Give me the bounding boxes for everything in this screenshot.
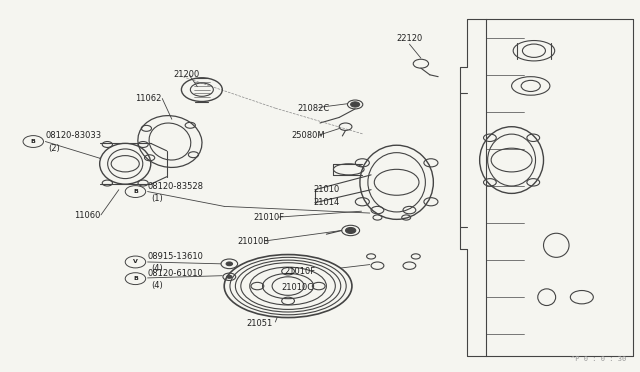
Text: 08915-13610: 08915-13610 bbox=[148, 252, 204, 261]
Text: 21051: 21051 bbox=[246, 319, 273, 328]
Text: 11062: 11062 bbox=[135, 94, 161, 103]
Circle shape bbox=[351, 102, 360, 107]
Ellipse shape bbox=[224, 254, 352, 318]
Text: (1): (1) bbox=[151, 194, 163, 203]
Text: 21082C: 21082C bbox=[298, 104, 330, 113]
Text: 21010B: 21010B bbox=[237, 237, 269, 246]
Text: 21014: 21014 bbox=[314, 198, 340, 207]
Text: B: B bbox=[31, 139, 36, 144]
Text: 08120-61010: 08120-61010 bbox=[148, 269, 204, 278]
Text: 08120-83528: 08120-83528 bbox=[148, 182, 204, 190]
Circle shape bbox=[346, 228, 356, 234]
Text: (4): (4) bbox=[151, 264, 163, 273]
Text: 21010F: 21010F bbox=[285, 267, 316, 276]
Text: 08120-83033: 08120-83033 bbox=[45, 131, 102, 141]
Ellipse shape bbox=[100, 143, 151, 184]
Text: 11060: 11060 bbox=[74, 211, 100, 220]
Text: 21010: 21010 bbox=[314, 185, 340, 194]
Text: B: B bbox=[133, 276, 138, 281]
Text: 25080M: 25080M bbox=[291, 131, 325, 141]
Text: V: V bbox=[133, 260, 138, 264]
Text: 21010F: 21010F bbox=[253, 213, 284, 222]
Text: B: B bbox=[133, 189, 138, 194]
Text: (2): (2) bbox=[49, 144, 60, 153]
Text: 21010C: 21010C bbox=[282, 283, 314, 292]
Circle shape bbox=[227, 275, 232, 278]
Text: ^P 0 : 0 : 30: ^P 0 : 0 : 30 bbox=[572, 356, 627, 362]
Text: (4): (4) bbox=[151, 281, 163, 290]
Circle shape bbox=[226, 262, 232, 266]
Text: 21200: 21200 bbox=[173, 70, 200, 79]
Text: 22120: 22120 bbox=[397, 34, 423, 43]
